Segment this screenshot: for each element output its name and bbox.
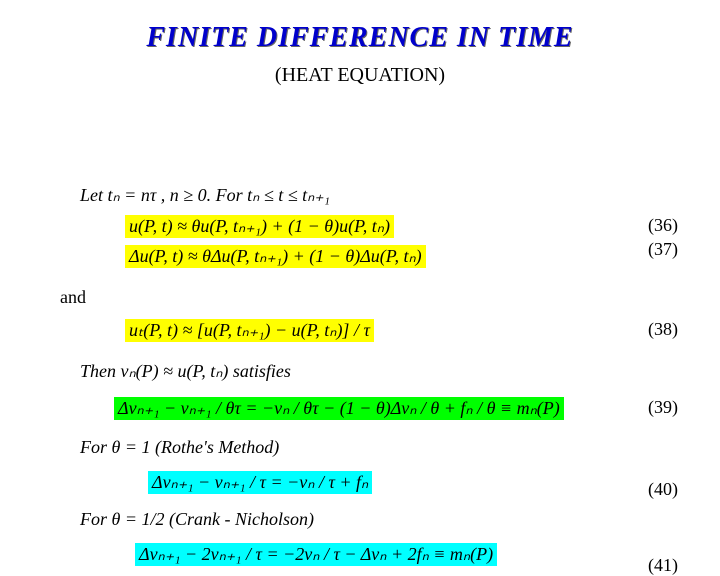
eq-39-text: Δvₙ₊₁ − vₙ₊₁ / θτ = −vₙ / θτ − (1 − θ)Δv… bbox=[114, 397, 564, 420]
eq-40: Δvₙ₊₁ − vₙ₊₁ / τ = −vₙ / τ + fₙ bbox=[148, 471, 372, 494]
page-title: FINITE DIFFERENCE IN TIME bbox=[0, 0, 720, 54]
eq-39: Δvₙ₊₁ − vₙ₊₁ / θτ = −vₙ / θτ − (1 − θ)Δv… bbox=[114, 397, 564, 420]
eqnum-39: (39) bbox=[648, 397, 678, 418]
line-then: Then vₙ(P) ≈ u(P, tₙ) satisfies bbox=[80, 361, 291, 382]
eq-37-text: Δu(P, t) ≈ θΔu(P, tₙ₊₁) + (1 − θ)Δu(P, t… bbox=[125, 245, 426, 268]
eqnum-36: (36) bbox=[648, 215, 678, 236]
eqnum-40: (40) bbox=[648, 479, 678, 500]
eqnum-37: (37) bbox=[648, 239, 678, 260]
eq-41-text: Δvₙ₊₁ − 2vₙ₊₁ / τ = −2vₙ / τ − Δvₙ + 2fₙ… bbox=[135, 543, 497, 566]
eq-38: uₜ(P, t) ≈ [u(P, tₙ₊₁) − u(P, tₙ)] / τ bbox=[125, 319, 374, 342]
eq-38-text: uₜ(P, t) ≈ [u(P, tₙ₊₁) − u(P, tₙ)] / τ bbox=[125, 319, 374, 342]
eqnum-38: (38) bbox=[648, 319, 678, 340]
eq-41: Δvₙ₊₁ − 2vₙ₊₁ / τ = −2vₙ / τ − Δvₙ + 2fₙ… bbox=[135, 543, 497, 566]
eqnum-41: (41) bbox=[648, 555, 678, 576]
eq-36: u(P, t) ≈ θu(P, tₙ₊₁) + (1 − θ)u(P, tₙ) bbox=[125, 215, 394, 238]
eq-37: Δu(P, t) ≈ θΔu(P, tₙ₊₁) + (1 − θ)Δu(P, t… bbox=[125, 245, 426, 268]
line-for2: For θ = 1/2 (Crank - Nicholson) bbox=[80, 509, 314, 530]
line-for1: For θ = 1 (Rothe's Method) bbox=[80, 437, 279, 458]
eq-36-text: u(P, t) ≈ θu(P, tₙ₊₁) + (1 − θ)u(P, tₙ) bbox=[125, 215, 394, 238]
eq-40-text: Δvₙ₊₁ − vₙ₊₁ / τ = −vₙ / τ + fₙ bbox=[148, 471, 372, 494]
line-let: Let tₙ = nτ , n ≥ 0. For tₙ ≤ t ≤ tₙ₊₁ bbox=[80, 185, 330, 206]
line-and: and bbox=[60, 287, 86, 308]
page-subtitle: (HEAT EQUATION) bbox=[0, 64, 720, 87]
